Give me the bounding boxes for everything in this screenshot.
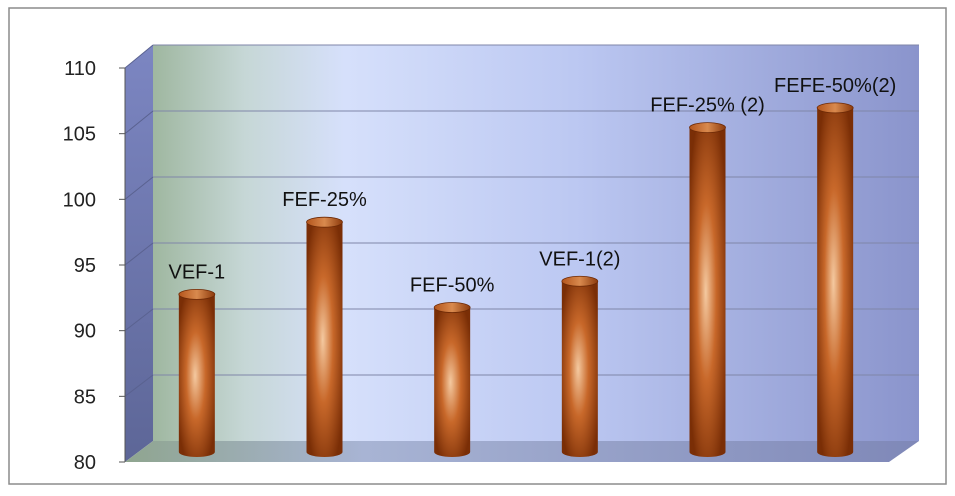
bar-body: [434, 307, 471, 457]
y-tick-label: 90: [74, 321, 96, 343]
gridline-side: [124, 176, 154, 200]
data-label: FEF-25%: [282, 189, 367, 211]
gridline-side: [124, 374, 154, 397]
bar-body: [817, 107, 854, 457]
floor: [125, 441, 919, 462]
bar: [178, 288, 216, 457]
data-label: FEF-25% (2): [650, 95, 764, 117]
y-tick-label: 80: [74, 452, 96, 474]
bar: [306, 216, 343, 457]
data-label: FEF-50%: [410, 275, 495, 297]
gridline-side: [124, 110, 154, 135]
y-tick-label: 100: [63, 189, 96, 211]
y-tick-label: 85: [74, 386, 96, 408]
bars: VEF-1 FEF-25% FEF-50% VEF-1(2) FEF-25% (2) FE…: [168, 75, 896, 458]
bar-top: [689, 122, 726, 134]
bar-top: [178, 288, 216, 300]
data-label: VEF-1: [168, 261, 225, 283]
bar: [433, 302, 471, 457]
bar: [561, 275, 599, 457]
bar-body: [689, 127, 726, 458]
data-label: FEFE-50%(2): [774, 75, 896, 97]
bar-top: [306, 216, 343, 228]
bar-top: [816, 102, 854, 114]
gridline-side: [124, 308, 154, 332]
y-tick-label: 110: [64, 58, 96, 80]
data-label: VEF-1(2): [539, 248, 620, 270]
bar: [816, 102, 854, 457]
bar-top: [433, 302, 471, 313]
gridlines: [124, 44, 919, 397]
bar-body: [306, 222, 343, 457]
y-tick-label: 105: [63, 124, 96, 146]
y-tick-label: 95: [74, 255, 96, 277]
bar-body: [561, 281, 598, 457]
bar-body: [178, 294, 215, 457]
y-axis: 80 85 90 95 100 105 110: [63, 58, 126, 474]
plot-area: [124, 44, 919, 462]
bar: [689, 122, 726, 458]
gridline-side: [124, 44, 154, 69]
gridline-side: [124, 242, 154, 266]
bar-top: [561, 275, 599, 287]
